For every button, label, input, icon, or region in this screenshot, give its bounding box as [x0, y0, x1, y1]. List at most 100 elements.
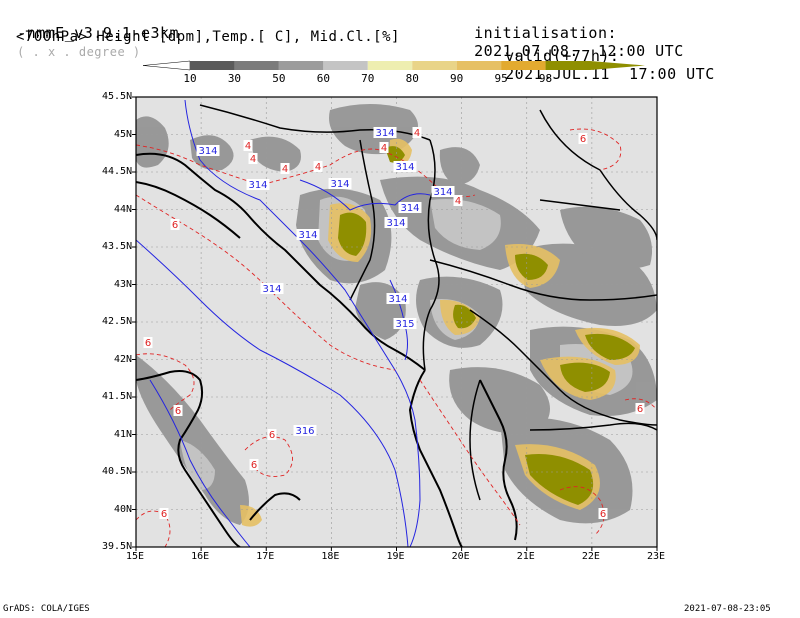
height-contour-label: 314 — [433, 187, 452, 198]
height-contour-label: 314 — [386, 218, 405, 229]
latitude-label: 41.5N — [102, 391, 133, 402]
longitude-label: 20E — [451, 551, 470, 562]
grid-note: ( . x . degree ) — [17, 45, 141, 59]
height-contour-label-background — [384, 217, 408, 228]
temperature-contour-label: 6 — [145, 338, 151, 349]
temperature-contour-label: 6 — [269, 430, 275, 441]
init-label: initialisation: — [474, 24, 618, 42]
temperature-contour-label: 6 — [175, 406, 181, 417]
cloud-olive-patches — [338, 146, 635, 505]
colorbar-label: 98 — [538, 72, 553, 85]
longitude-label: 17E — [256, 551, 275, 562]
temperature-contour-label-background — [173, 405, 183, 416]
country-borders — [199, 104, 657, 501]
latitude-label: 40N — [113, 503, 132, 515]
colorbar-label: 10 — [183, 72, 197, 85]
latitude-label: 41N — [113, 428, 132, 440]
temperature-contour-label: 4 — [315, 162, 321, 173]
temperature-contour-label: 4 — [245, 141, 251, 152]
temperature-contour-label-background — [578, 133, 588, 144]
temperature-contour-label-background — [159, 508, 169, 519]
height-contour-label: 314 — [298, 230, 317, 241]
temperature-contour-label: 4 — [250, 154, 256, 165]
height-contour-label: 314 — [395, 162, 414, 173]
product-title: <700hPa> Height [dpm],Temp.[ C], Mid.Cl.… — [16, 29, 400, 45]
axis-ticks — [132, 96, 658, 551]
latitude-label: 40.5N — [102, 466, 133, 477]
colorbar-upper-arrow — [590, 61, 645, 70]
temperature-contour-label: 6 — [600, 509, 606, 520]
height-contour-label: 315 — [395, 319, 414, 330]
latitude-label: 39.5N — [102, 541, 133, 552]
temperature-contour-label-background — [267, 429, 277, 440]
valid-time: valid(+77h): 2021.JUL.11 17:00 UTC — [486, 29, 715, 83]
temperature-contour-label: 6 — [172, 220, 178, 231]
temperature-contour-label: 6 — [580, 134, 586, 145]
colorbar-segment — [412, 61, 457, 70]
height-contour-label: 314 — [198, 146, 217, 157]
height-contour-label-background — [260, 283, 284, 294]
colorbar-segment — [367, 61, 413, 70]
colorbar-label: 50 — [272, 72, 286, 85]
height-contour-label-background — [293, 425, 317, 436]
temperature-contour-label-background — [635, 403, 645, 414]
colorbar-label: 90 — [450, 72, 464, 85]
temperature-contour-label: 6 — [637, 404, 643, 415]
latitude-label: 44N — [113, 203, 132, 215]
colorbar-segment — [501, 61, 546, 70]
temperature-contour-label-background — [249, 459, 259, 470]
colorbar-label: 95 — [494, 72, 508, 85]
height-contour-label: 314 — [248, 180, 267, 191]
init-value: 2021.07.08. 12:00 UTC — [474, 42, 684, 60]
height-contour-label-background — [393, 161, 417, 172]
colorbar-label: 80 — [405, 72, 419, 85]
temperature-contour-label-background — [453, 195, 463, 206]
latitude-label: 45N — [113, 128, 132, 140]
height-contour-label: 314 — [388, 294, 407, 305]
temperature-contour-label: 4 — [381, 143, 387, 154]
colorbar-label: 60 — [316, 72, 330, 85]
colorbar-segment — [234, 61, 279, 70]
colorbar-label: 70 — [361, 72, 375, 85]
longitude-label: 22E — [581, 551, 600, 562]
temperature-contour-label-background — [243, 140, 253, 151]
longitude-label: 16E — [191, 551, 210, 562]
temperature-contour-label-background — [248, 153, 258, 164]
longitude-label: 15E — [126, 551, 145, 562]
footer-timestamp: 2021-07-08-23:05 — [684, 604, 771, 614]
valid-label: valid(+77h): — [505, 47, 620, 65]
latitude-label: 42.5N — [102, 316, 133, 327]
temperature-contour-label: 6 — [161, 509, 167, 520]
height-contour-label-background — [296, 229, 320, 240]
temperature-contour-label: 4 — [282, 164, 288, 175]
height-contour-label: 314 — [330, 179, 349, 190]
longitude-label: 19E — [386, 551, 405, 562]
colorbar — [142, 60, 645, 71]
longitude-label: 23E — [647, 551, 666, 562]
height-contour-label-background — [246, 179, 270, 190]
temperature-contour-label-background — [313, 161, 323, 172]
height-contour-label-background — [328, 178, 352, 189]
height-contour-label-background — [393, 318, 417, 329]
temperature-contour-label-background — [170, 219, 180, 230]
temperature-contour-label-background — [280, 163, 290, 174]
colorbar-segment — [190, 61, 235, 70]
temperature-contour-label: 6 — [251, 460, 257, 471]
height-contour-label-background — [386, 293, 410, 304]
colorbar-segment — [456, 61, 502, 70]
temperature-contour-label-background — [379, 142, 389, 153]
longitude-label: 18E — [321, 551, 340, 562]
temperature-contour-label-background — [143, 337, 153, 348]
colorbar-segment — [323, 61, 368, 70]
temperature-contour-label-background — [598, 508, 608, 519]
colorbar-label: 30 — [227, 72, 242, 85]
latitude-label: 43.5N — [102, 241, 133, 252]
height-contour-label-background — [373, 127, 397, 138]
temperature-contour-label: 4 — [414, 128, 420, 139]
valid-value: 2021.JUL.11 17:00 UTC — [505, 65, 715, 83]
colorbar-segment — [545, 61, 590, 70]
height-contour-label: 316 — [295, 426, 314, 437]
contour-labels: 314 314 314 314 314 314 314 314 314 314 314 315 316 4… — [143, 127, 645, 520]
temperature-contour-label: 4 — [455, 196, 461, 207]
